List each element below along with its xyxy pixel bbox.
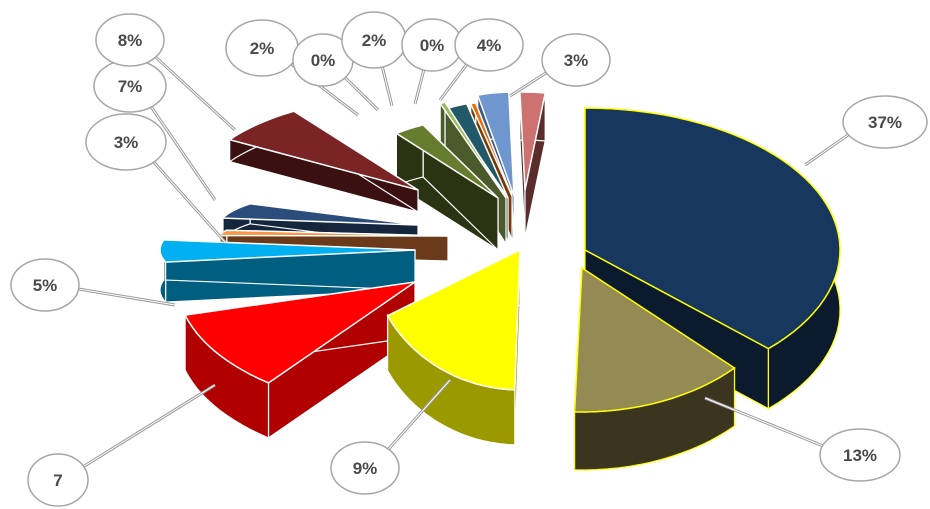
slice-label: 4%	[477, 36, 502, 55]
pie-slice-top	[386, 248, 521, 391]
label-bubble	[541, 33, 611, 87]
pie-slice-top	[469, 102, 513, 197]
slice-label: 3%	[564, 51, 589, 70]
pie-slice	[183, 280, 416, 440]
slice-label: 0%	[420, 36, 445, 55]
slice-label: 7	[53, 471, 62, 490]
leader-line-core	[381, 65, 393, 107]
pie-slice	[519, 91, 547, 239]
leader-line-core	[343, 76, 379, 111]
labels-layer: 37% 13% 9% 7 5% 3% 7% 8% 2% 0% 2% 0% 4% 3%	[10, 11, 928, 507]
pie-slice-top	[394, 124, 499, 199]
pie-slice-top	[476, 91, 515, 197]
data-label: 0%	[401, 18, 463, 105]
pie-slice-top	[573, 266, 736, 413]
pie-slice	[394, 123, 499, 252]
slice-label: 37%	[868, 113, 902, 132]
data-label: 5%	[10, 258, 176, 312]
data-label: 3%	[85, 113, 227, 243]
slice-label: 9%	[353, 459, 378, 478]
label-bubble	[95, 13, 165, 67]
data-label: 4%	[438, 18, 524, 101]
leader-line-core	[76, 288, 176, 306]
label-bubble	[454, 18, 524, 72]
pie-slice	[159, 237, 416, 304]
slice-label: 2%	[250, 39, 275, 58]
pie-slice-top	[439, 101, 507, 199]
data-label: 0%	[292, 33, 380, 112]
label-bubble	[27, 453, 89, 507]
slice-label: 3%	[114, 133, 139, 152]
leader-line-core	[704, 397, 825, 447]
pie-slice	[227, 110, 419, 214]
leader-line-core	[804, 133, 851, 166]
pie-slice-top	[519, 91, 547, 191]
data-label: 7	[27, 383, 216, 507]
label-bubble	[842, 95, 928, 149]
pie-slice-top	[183, 281, 416, 384]
label-bubble	[85, 113, 167, 171]
pie-slice-top	[227, 110, 419, 191]
leader-line-core	[154, 55, 236, 131]
leader-line-core	[152, 160, 226, 243]
data-label: 2%	[341, 11, 407, 107]
slice-label: 7%	[118, 77, 143, 96]
label-bubble	[10, 258, 80, 312]
slice-label: 5%	[33, 276, 58, 295]
pie-slice	[386, 248, 521, 446]
data-label: 8%	[95, 13, 237, 132]
data-label: 3%	[509, 33, 611, 98]
pie-slice	[573, 266, 736, 471]
data-label: 7%	[93, 59, 217, 201]
leader-line-core	[439, 63, 468, 101]
label-bubble	[819, 428, 901, 482]
pie-slice-top	[159, 239, 416, 263]
pie-slice-top	[584, 107, 841, 350]
leader-line-core	[82, 384, 216, 468]
leader-line-core	[509, 71, 548, 97]
data-label: 9%	[330, 379, 452, 495]
data-label: 13%	[704, 396, 901, 482]
slice-label: 2%	[362, 31, 387, 50]
slice-label: 0%	[311, 51, 336, 70]
pie-slice-top	[221, 203, 419, 226]
label-bubble	[330, 441, 400, 495]
leader-line-core	[387, 379, 451, 451]
leader-line-core	[150, 105, 216, 201]
slice-label: 13%	[843, 446, 877, 465]
leader-line-core	[414, 68, 425, 105]
data-label: 37%	[804, 95, 928, 167]
slice-label: 8%	[118, 31, 143, 50]
slices-layer	[159, 91, 841, 471]
